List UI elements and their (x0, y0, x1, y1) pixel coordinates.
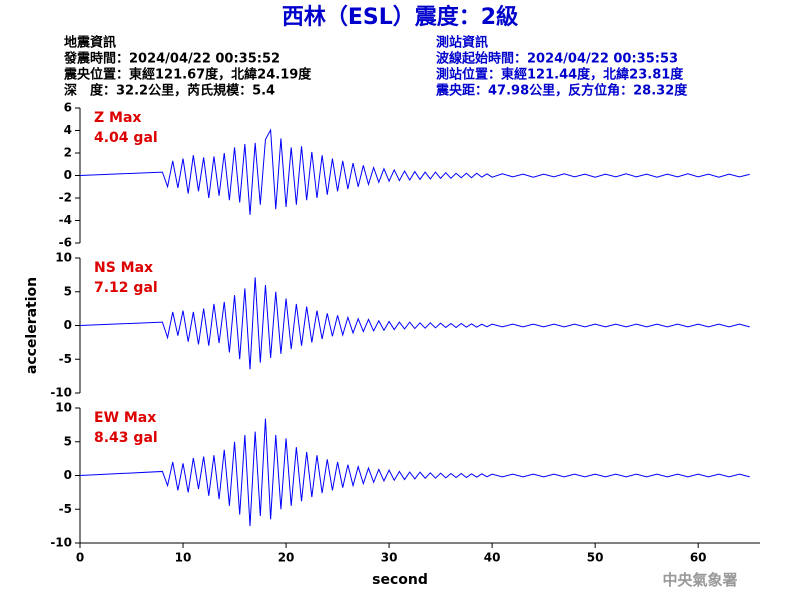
x-tick-label: 50 (587, 551, 604, 565)
y-tick-label: 6 (64, 101, 72, 115)
event-info: 深 度：32.2公里，芮氏規模：5.4 (64, 83, 275, 99)
chart-title: 西林（ESL）震度：2級 (282, 4, 518, 30)
event-info: 地震資訊 (64, 35, 116, 51)
y-tick-label: 4 (64, 123, 72, 137)
y-tick-label: -6 (59, 236, 72, 250)
x-tick-label: 40 (484, 551, 501, 565)
y-tick-label: -10 (50, 386, 72, 400)
x-tick-label: 20 (278, 551, 295, 565)
y-tick-label: 5 (64, 434, 72, 448)
y-tick-label: 5 (64, 284, 72, 298)
x-tick-label: 60 (690, 551, 707, 565)
waveform (79, 277, 750, 370)
y-tick-label: 10 (55, 251, 72, 265)
station-info: 波線起始時間：2024/04/22 00:35:53 (436, 51, 678, 67)
annotation: 7.12 gal (94, 280, 158, 296)
x-tick-label: 30 (381, 551, 398, 565)
station-info: 測站資訊 (436, 35, 488, 51)
y-tick-label: -5 (59, 502, 72, 516)
y-tick-label: -10 (50, 536, 72, 550)
annotation: NS Max (94, 260, 153, 276)
annotation: 8.43 gal (94, 430, 158, 446)
x-tick-label: 10 (175, 551, 192, 565)
watermark: 中央氣象署 (662, 571, 737, 589)
event-info: 震央位置：東經121.67度，北緯24.19度 (63, 67, 312, 83)
waveform (79, 418, 750, 527)
annotation: Z Max (94, 110, 141, 126)
y-axis-label: acceleration (24, 277, 40, 374)
station-info: 測站位置：東經121.44度，北緯23.81度 (436, 67, 684, 83)
annotation: 4.04 gal (94, 130, 158, 146)
x-axis-label: second (372, 572, 428, 588)
y-tick-label: 0 (64, 168, 72, 182)
waveform (79, 128, 750, 215)
annotation: EW Max (94, 410, 156, 426)
y-tick-label: -2 (59, 191, 72, 205)
y-tick-label: 0 (64, 468, 72, 482)
y-tick-label: -4 (59, 213, 72, 227)
event-info: 發震時間：2024/04/22 00:35:52 (63, 51, 280, 67)
x-tick-label: 0 (76, 551, 84, 565)
y-tick-label: 2 (64, 146, 72, 160)
y-tick-label: 10 (55, 401, 72, 415)
station-info: 震央距：47.98公里，反方位角：28.32度 (435, 83, 688, 99)
y-tick-label: -5 (59, 352, 72, 366)
y-tick-label: 0 (64, 318, 72, 332)
